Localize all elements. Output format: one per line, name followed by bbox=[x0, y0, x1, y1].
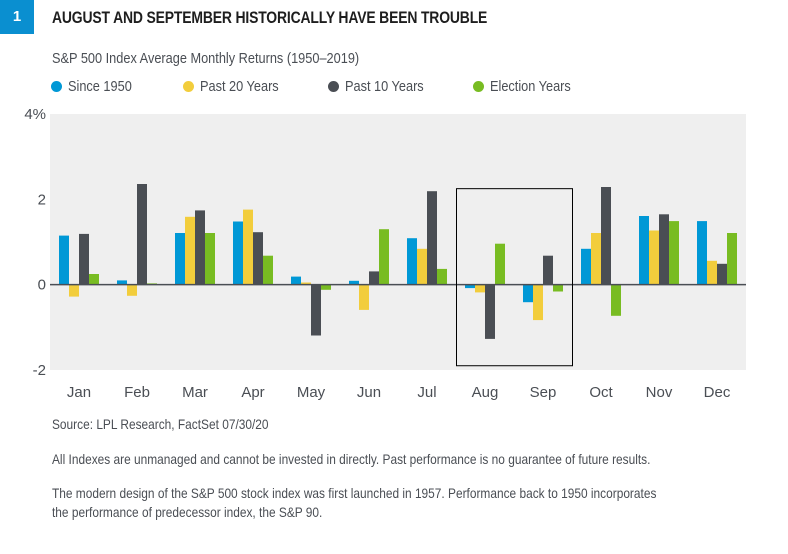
bar-past-20-years-dec bbox=[707, 260, 717, 285]
x-tick-label: Aug bbox=[472, 384, 499, 401]
legend-item-since-1950: Since 1950 bbox=[51, 77, 143, 95]
methodology-note: The modern design of the S&P 500 stock i… bbox=[52, 484, 656, 522]
bar-since-1950-jun bbox=[349, 280, 359, 285]
legend-item-past-20-years: Past 20 Years bbox=[183, 77, 293, 95]
bar-past-10-years-jul bbox=[427, 191, 437, 285]
x-tick-label: Mar bbox=[182, 384, 208, 401]
x-tick-label: May bbox=[297, 384, 326, 401]
bar-past-20-years-nov bbox=[649, 230, 659, 285]
bar-election-years-apr bbox=[263, 255, 273, 285]
plot-area bbox=[50, 114, 746, 370]
bar-since-1950-mar bbox=[175, 233, 185, 285]
bar-since-1950-may bbox=[291, 276, 301, 285]
x-tick-label: Jul bbox=[417, 384, 436, 401]
bar-past-10-years-mar bbox=[195, 210, 205, 285]
bar-past-20-years-may bbox=[301, 282, 311, 285]
y-tick-label: 2 bbox=[38, 191, 46, 208]
bar-past-20-years-mar bbox=[185, 216, 195, 285]
bar-since-1950-dec bbox=[697, 221, 707, 285]
y-tick-label: 4% bbox=[24, 106, 46, 123]
highlight-box bbox=[456, 188, 573, 367]
bar-past-20-years-aug bbox=[475, 284, 485, 293]
bar-since-1950-nov bbox=[639, 216, 649, 285]
bar-election-years-jan bbox=[89, 274, 99, 285]
bar-past-10-years-may bbox=[311, 284, 321, 336]
bar-election-years-may bbox=[321, 284, 331, 290]
methodology-note-line: The modern design of the S&P 500 stock i… bbox=[52, 485, 657, 501]
bar-past-20-years-oct bbox=[591, 233, 601, 285]
bar-since-1950-oct bbox=[581, 248, 591, 285]
legend-dot-icon bbox=[183, 80, 194, 92]
y-tick-label: 0 bbox=[38, 277, 46, 294]
bar-past-10-years-nov bbox=[659, 214, 669, 285]
bar-since-1950-apr bbox=[233, 221, 243, 285]
legend-item-past-10-years: Past 10 Years bbox=[328, 77, 438, 95]
x-tick-label: Dec bbox=[704, 384, 731, 401]
bar-past-10-years-jan bbox=[79, 233, 89, 285]
bar-election-years-mar bbox=[205, 233, 215, 285]
bar-past-10-years-feb bbox=[137, 184, 147, 285]
legend-dot-icon bbox=[473, 80, 484, 92]
bar-election-years-sep bbox=[553, 284, 563, 292]
methodology-note-line: the performance of predecessor index, th… bbox=[52, 504, 323, 520]
legend-label: Election Years bbox=[490, 77, 571, 95]
x-tick-label: Oct bbox=[589, 384, 613, 401]
bar-past-20-years-sep bbox=[533, 284, 543, 321]
legend-label: Past 10 Years bbox=[345, 77, 424, 95]
y-tick-label: -2 bbox=[33, 362, 46, 379]
bar-election-years-oct bbox=[611, 284, 621, 316]
bar-past-10-years-sep bbox=[543, 255, 553, 285]
x-tick-label: Nov bbox=[646, 384, 673, 401]
bar-past-10-years-oct bbox=[601, 187, 611, 285]
bar-past-10-years-aug bbox=[485, 284, 495, 339]
x-tick-label: Apr bbox=[241, 384, 264, 401]
x-tick-label: Sep bbox=[530, 384, 557, 401]
legend-label: Past 20 Years bbox=[200, 77, 279, 95]
bar-since-1950-jan bbox=[59, 235, 69, 285]
chart-headline: AUGUST AND SEPTEMBER HISTORICALLY HAVE B… bbox=[52, 8, 488, 27]
disclaimer-note: All Indexes are unmanaged and cannot be … bbox=[52, 451, 651, 467]
bar-past-20-years-jan bbox=[69, 284, 79, 297]
bar-past-20-years-jun bbox=[359, 284, 369, 310]
bar-election-years-jul bbox=[437, 268, 447, 285]
bar-past-20-years-feb bbox=[127, 284, 137, 296]
legend-dot-icon bbox=[328, 80, 339, 92]
source-note: Source: LPL Research, FactSet 07/30/20 bbox=[52, 416, 269, 432]
bar-since-1950-aug bbox=[465, 284, 475, 289]
bar-past-10-years-dec bbox=[717, 263, 727, 285]
bar-election-years-aug bbox=[495, 243, 505, 285]
bar-since-1950-feb bbox=[117, 280, 127, 285]
legend-label: Since 1950 bbox=[68, 77, 132, 95]
chart-title: S&P 500 Index Average Monthly Returns (1… bbox=[52, 50, 360, 67]
x-tick-label: Jun bbox=[357, 384, 381, 401]
bar-past-10-years-apr bbox=[253, 232, 263, 285]
bar-past-20-years-apr bbox=[243, 209, 253, 285]
bar-past-20-years-jul bbox=[417, 248, 427, 285]
bar-election-years-dec bbox=[727, 233, 737, 285]
bar-election-years-jun bbox=[379, 229, 389, 285]
bar-since-1950-sep bbox=[523, 284, 533, 303]
bar-past-10-years-jun bbox=[369, 271, 379, 285]
legend-dot-icon bbox=[51, 80, 62, 92]
x-tick-label: Jan bbox=[67, 384, 91, 401]
figure-number-badge: 1 bbox=[0, 0, 34, 34]
bar-since-1950-jul bbox=[407, 238, 417, 285]
legend-item-election-years: Election Years bbox=[473, 77, 585, 95]
x-tick-label: Feb bbox=[124, 384, 150, 401]
bar-election-years-nov bbox=[669, 221, 679, 285]
